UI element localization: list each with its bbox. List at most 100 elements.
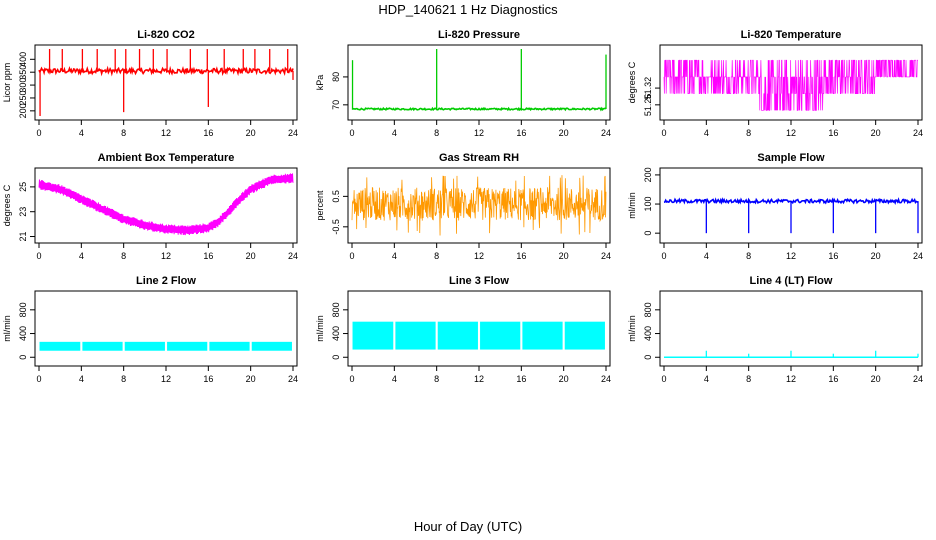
x-tick-label: 0 (36, 374, 41, 384)
series-block (39, 341, 81, 351)
series-block (480, 321, 521, 350)
panel-title: Gas Stream RH (439, 152, 519, 164)
y-tick-label: 0 (643, 355, 653, 360)
y-tick-label: 250 (18, 90, 28, 105)
y-tick-label: 51.26 (643, 94, 653, 117)
y-tick-label: 400 (331, 326, 341, 341)
x-tick-label: 0 (349, 251, 354, 261)
x-tick-label: 20 (559, 128, 569, 138)
y-tick-label: 0 (331, 355, 341, 360)
x-tick-label: 8 (746, 374, 751, 384)
x-tick-label: 16 (203, 374, 213, 384)
data-series (38, 173, 294, 236)
x-tick-label: 24 (601, 374, 611, 384)
x-tick-label: 0 (349, 128, 354, 138)
y-tick-label: 800 (18, 302, 28, 317)
y-axis-label: kPa (315, 75, 325, 91)
plot-frame (34, 44, 298, 121)
x-tick-label: 12 (786, 128, 796, 138)
y-axis-label: degrees C (2, 184, 12, 226)
x-tick-label: 12 (474, 251, 484, 261)
y-tick-label: 400 (643, 326, 653, 341)
x-tick-label: 16 (828, 374, 838, 384)
x-tick-label: 12 (161, 128, 171, 138)
x-tick-label: 4 (392, 374, 397, 384)
y-axis-label: Licor ppm (2, 63, 12, 103)
x-tick-label: 16 (516, 374, 526, 384)
panel-title: Sample Flow (757, 152, 825, 164)
series-line (663, 59, 918, 111)
panel-title: Line 4 (LT) Flow (750, 275, 833, 287)
x-tick-label: 16 (516, 251, 526, 261)
x-tick-label: 20 (246, 251, 256, 261)
x-tick-label: 20 (871, 128, 881, 138)
chart-panel-4: Ambient Box Temperature degrees C 0 4 8 12 16 2… (2, 152, 298, 261)
y-tick-label: 400 (18, 326, 28, 341)
x-tick-label: 8 (121, 251, 126, 261)
x-tick-label: 8 (434, 251, 439, 261)
figure-xlabel: Hour of Day (UTC) (414, 519, 522, 534)
x-tick-label: 4 (79, 374, 84, 384)
x-tick-label: 12 (786, 251, 796, 261)
data-series (38, 49, 294, 116)
x-tick-label: 20 (871, 374, 881, 384)
series-block (124, 341, 165, 351)
panel-title: Line 3 Flow (449, 275, 509, 287)
x-tick-label: 4 (704, 128, 709, 138)
y-axis-label: ml/min (315, 315, 325, 342)
x-tick-label: 16 (828, 128, 838, 138)
chart-panel-7: Line 2 Flow ml/min 0 4 8 12 16 20 24 0 400 800 (2, 275, 298, 384)
y-tick-label: 21 (18, 232, 28, 242)
y-tick-label: 100 (643, 197, 653, 212)
x-tick-label: 0 (661, 374, 666, 384)
y-tick-label: 70 (331, 100, 341, 110)
y-axis-label: degrees C (627, 61, 637, 103)
x-tick-label: 12 (474, 128, 484, 138)
panel-title: Li-820 Temperature (741, 29, 842, 41)
x-tick-label: 8 (746, 128, 751, 138)
x-tick-label: 4 (704, 251, 709, 261)
x-tick-label: 8 (121, 128, 126, 138)
x-tick-label: 16 (828, 251, 838, 261)
series-line (38, 173, 294, 236)
y-tick-label: 23 (18, 207, 28, 217)
data-series (351, 175, 607, 236)
x-tick-label: 24 (601, 251, 611, 261)
x-tick-label: 4 (79, 128, 84, 138)
x-tick-label: 8 (746, 251, 751, 261)
x-tick-label: 4 (704, 374, 709, 384)
data-series (663, 59, 918, 111)
x-tick-label: 24 (288, 128, 298, 138)
y-tick-label: 200 (643, 167, 653, 182)
series-line (351, 175, 607, 236)
x-tick-label: 0 (661, 128, 666, 138)
x-tick-label: 16 (203, 128, 213, 138)
chart-panel-9: Line 4 (LT) Flow ml/min 0 4 8 12 16 20 24 0 400 800 (627, 275, 923, 384)
x-tick-label: 20 (246, 128, 256, 138)
figure-title: HDP_140621 1 Hz Diagnostics (378, 2, 558, 17)
panel-title: Line 2 Flow (136, 275, 196, 287)
x-tick-label: 0 (349, 374, 354, 384)
x-tick-label: 24 (288, 251, 298, 261)
y-tick-label: -0.5 (331, 219, 341, 235)
y-tick-label: 300 (18, 78, 28, 93)
x-tick-label: 16 (516, 128, 526, 138)
x-tick-label: 4 (392, 128, 397, 138)
data-series (664, 350, 919, 359)
x-tick-label: 20 (559, 251, 569, 261)
x-tick-label: 12 (474, 374, 484, 384)
x-tick-label: 8 (121, 374, 126, 384)
x-tick-label: 24 (288, 374, 298, 384)
x-tick-label: 8 (434, 128, 439, 138)
x-tick-label: 20 (246, 374, 256, 384)
y-tick-label: 0.5 (331, 190, 341, 203)
x-tick-label: 4 (79, 251, 84, 261)
x-tick-label: 24 (601, 128, 611, 138)
y-tick-label: 0 (18, 355, 28, 360)
y-tick-label: 800 (331, 302, 341, 317)
series-block (352, 321, 394, 350)
series-line (351, 106, 607, 112)
y-tick-label: 80 (331, 72, 341, 82)
